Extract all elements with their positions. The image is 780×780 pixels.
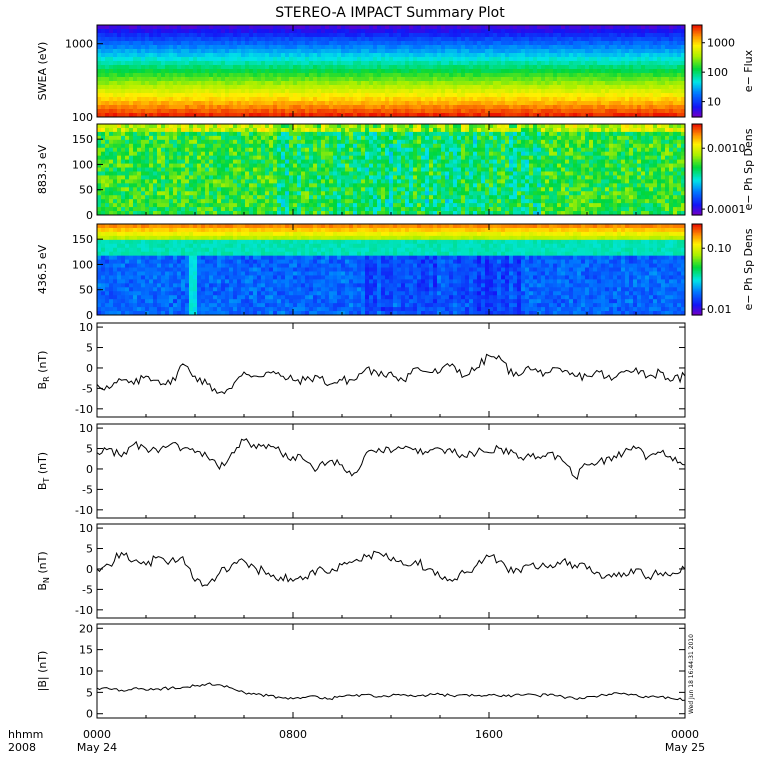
y-tick-label-bmag: 20: [79, 622, 93, 635]
y-tick-label-br: 10: [79, 321, 93, 334]
line-panel-frame-bmag: [96, 623, 686, 719]
y-tick-label-br: -10: [75, 403, 93, 416]
y-axis-label-bt: BT (nT): [36, 452, 51, 490]
y-tick-label-bn: 10: [79, 522, 93, 535]
colorbar-tick-label-pad883: 0.0010: [707, 142, 746, 155]
spectrogram-image-pad436: [97, 224, 685, 315]
colorbar-swea: 1000 100 10 e− Flux: [691, 24, 755, 118]
y-tick-label-bt: 10: [79, 422, 93, 435]
y-axis-label-swea: SWEA (eV): [36, 42, 49, 101]
y-tick-label-pad436: 150: [72, 233, 93, 246]
x-left-label-bottom: 2008: [8, 741, 36, 754]
y-tick-label-pad883: 100: [72, 158, 93, 171]
y-tick-label-bmag: 5: [86, 686, 93, 699]
y-tick-label-pad436: 100: [72, 258, 93, 271]
line-panel-bmag: 20 15 10 5 0 |B| (nT): [36, 622, 686, 721]
spectrogram-pad436: 150 100 50 0 436.5 eV 0.10 0.01 e− Ph Sp Dens: [36, 223, 755, 322]
y-tick-label-bt: -10: [75, 504, 93, 517]
y-tick-label-swea: 1000: [65, 38, 93, 51]
y-tick-label-bmag: 10: [79, 665, 93, 678]
colorbar-tick-label-pad883: 0.0001: [707, 203, 746, 216]
y-axis-label-pad436: 436.5 eV: [36, 244, 49, 294]
y-tick-label-bt: 5: [86, 443, 93, 456]
line-panel-bt: 10 5 0 -5 -10 BT (nT): [36, 422, 686, 519]
x-time-label: 1600: [475, 728, 503, 741]
y-tick-label-bt: 0: [86, 463, 93, 476]
x-time-label: 0000: [83, 728, 111, 741]
colorbar-label-swea: e− Flux: [742, 49, 755, 92]
series-line-bmag: [96, 682, 686, 702]
y-tick-label-pad883: 0: [86, 209, 93, 222]
x-time-label: 0800: [279, 728, 307, 741]
colorbar-pad436: 0.10 0.01 e− Ph Sp Dens: [691, 223, 755, 316]
colorbar-tick-label-pad436: 0.01: [707, 303, 732, 316]
y-tick-label-bn: 5: [86, 543, 93, 556]
line-panel-frame-br: [96, 322, 686, 418]
y-tick-label-bn: -10: [75, 604, 93, 617]
colorbar-tick-label-swea: 100: [707, 66, 728, 79]
series-line-bn: [96, 550, 686, 587]
line-panel-frame-bt: [96, 423, 686, 519]
timestamp-label: Wed Jun 18 16:44:31 2010: [688, 634, 695, 714]
colorbar-tick-label-pad436: 0.10: [707, 242, 732, 255]
x-time-label: 0000: [671, 728, 699, 741]
y-tick-label-pad436: 0: [86, 309, 93, 322]
y-tick-label-pad883: 50: [79, 184, 93, 197]
line-panel-br: 10 5 0 -5 -10 BR (nT): [36, 321, 686, 418]
y-tick-label-br: 5: [86, 342, 93, 355]
x-left-label-top: hhmm: [8, 728, 43, 741]
x-date-label: May 25: [665, 741, 705, 754]
y-tick-label-bt: -5: [82, 483, 93, 496]
colorbar-tick-label-swea: 1000: [707, 37, 735, 50]
colorbar-label-pad436: e− Ph Sp Dens: [742, 228, 755, 310]
y-tick-label-pad883: 150: [72, 133, 93, 146]
line-panel-bn: 10 5 0 -5 -10 BN (nT): [36, 522, 686, 619]
y-axis-label-bn: BN (nT): [36, 551, 51, 590]
y-tick-label-pad436: 50: [79, 284, 93, 297]
spectrogram-swea: 1000 100 SWEA (eV) 1000 100 10 e− Flux: [36, 24, 755, 124]
y-tick-label-br: -5: [82, 382, 93, 395]
spectrogram-image-swea: [97, 25, 685, 117]
series-line-bt: [96, 438, 686, 480]
y-axis-label-br: BR (nT): [36, 351, 51, 390]
y-tick-label-br: 0: [86, 362, 93, 375]
chart-title: STEREO-A IMPACT Summary Plot: [275, 5, 505, 21]
x-date-label: May 24: [77, 741, 117, 754]
y-tick-label-bn: 0: [86, 563, 93, 576]
y-axis-label-bmag: |B| (nT): [36, 651, 49, 692]
line-panel-frame-bn: [96, 523, 686, 619]
y-tick-label-bmag: 15: [79, 644, 93, 657]
colorbar-label-pad883: e− Ph Sp Dens: [742, 128, 755, 210]
colorbar-tick-label-swea: 10: [707, 96, 721, 109]
y-tick-label-bn: -5: [82, 583, 93, 596]
series-line-br: [96, 353, 686, 395]
y-tick-label-swea: 100: [72, 111, 93, 124]
y-axis-label-pad883: 883.3 eV: [36, 144, 49, 194]
spectrogram-image-pad883: [97, 124, 685, 215]
y-tick-label-bmag: 0: [86, 708, 93, 721]
